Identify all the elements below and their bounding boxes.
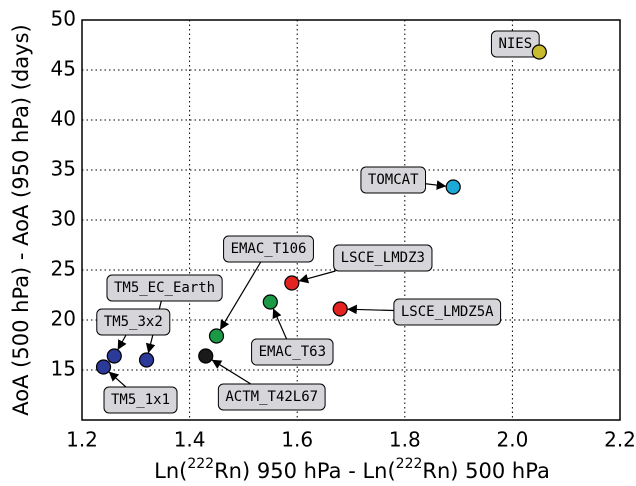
point xyxy=(262,294,278,310)
annotation: NIES xyxy=(490,30,544,58)
annotation: ACTM_T42L67 xyxy=(211,359,326,411)
annotation: TOMCAT xyxy=(360,166,447,194)
annotation-arrow xyxy=(298,270,336,284)
annotation-arrow xyxy=(108,371,127,388)
point xyxy=(445,179,461,195)
x-tick-label: 2.2 xyxy=(604,428,636,452)
x-tick-label: 1.2 xyxy=(66,428,98,452)
y-tick-label: 25 xyxy=(51,257,76,281)
y-tick-label: 30 xyxy=(51,207,76,231)
y-axis-label: AoA (500 hPa) - AoA (950 hPa) (days) xyxy=(9,24,33,415)
y-tick-label: 50 xyxy=(51,7,76,31)
annotation-label: EMAC_T63 xyxy=(259,344,326,360)
x-label-sup: 222 xyxy=(187,456,214,472)
annotation: EMAC_T63 xyxy=(251,308,334,366)
point xyxy=(531,44,547,60)
annotation-label: NIES xyxy=(498,36,532,52)
y-tick-label: 15 xyxy=(51,357,76,381)
annotation-box xyxy=(333,244,433,272)
annotation-box xyxy=(103,386,178,414)
annotation-box xyxy=(490,30,540,58)
x-label-part: Rn) 950 hPa - Ln( xyxy=(214,459,396,483)
annotation: TM5_3x2 xyxy=(96,308,171,351)
annotation: TM5_1x1 xyxy=(103,371,178,414)
y-tick-label: 20 xyxy=(51,307,76,331)
plot-frame xyxy=(81,19,621,421)
x-label-part: Rn) 500 hPa xyxy=(422,459,549,483)
annotation-arrow xyxy=(425,180,447,190)
x-label-part: Ln( xyxy=(154,459,187,483)
annotation-label: EMAC_T106 xyxy=(231,241,307,257)
annotation-arrow xyxy=(117,334,127,351)
annotation-box xyxy=(223,235,314,263)
annotation-label: TOMCAT xyxy=(368,172,419,188)
point xyxy=(138,352,155,368)
annotation-label: TM5_3x2 xyxy=(104,314,163,330)
x-label-sup: 222 xyxy=(396,456,423,472)
y-tick-label: 35 xyxy=(51,157,76,181)
x-tick-label: 1.4 xyxy=(174,428,206,452)
point xyxy=(208,328,225,344)
y-tick-label: 40 xyxy=(51,107,76,131)
annotation-box xyxy=(106,274,223,302)
x-tick-label: 2.0 xyxy=(496,428,528,452)
x-tick-label: 1.6 xyxy=(281,428,313,452)
annotation-box xyxy=(251,338,334,366)
point xyxy=(106,348,122,364)
annotation: LSCE_LMDZ5A xyxy=(347,298,502,326)
annotation-arrow xyxy=(347,304,394,315)
x-tick-label: 1.8 xyxy=(389,428,421,452)
point xyxy=(95,359,112,375)
annotation: EMAC_T106 xyxy=(219,235,314,331)
point xyxy=(284,275,300,291)
x-axis-label: Ln(222Rn) 950 hPa - Ln(222Rn) 500 hPa xyxy=(154,456,550,483)
annotation-label: LSCE_LMDZ5A xyxy=(401,304,494,320)
annotation-box xyxy=(217,383,326,411)
annotation-arrow xyxy=(272,308,288,340)
annotation-label: TM5_EC_Earth xyxy=(114,280,215,296)
annotation-label: ACTM_T42L67 xyxy=(225,389,318,405)
annotation-box xyxy=(393,298,502,326)
annotation-label: LSCE_LMDZ3 xyxy=(341,250,425,266)
annotation: TM5_EC_Earth xyxy=(106,274,223,354)
annotation-label: TM5_1x1 xyxy=(111,392,170,408)
point xyxy=(332,301,348,317)
annotation-box xyxy=(96,308,171,336)
annotation-box xyxy=(360,166,427,194)
annotation-arrow xyxy=(211,359,252,385)
annotation-arrow xyxy=(219,261,262,331)
y-tick-label: 45 xyxy=(51,57,76,81)
point xyxy=(198,348,214,364)
annotation: LSCE_LMDZ3 xyxy=(298,244,433,284)
